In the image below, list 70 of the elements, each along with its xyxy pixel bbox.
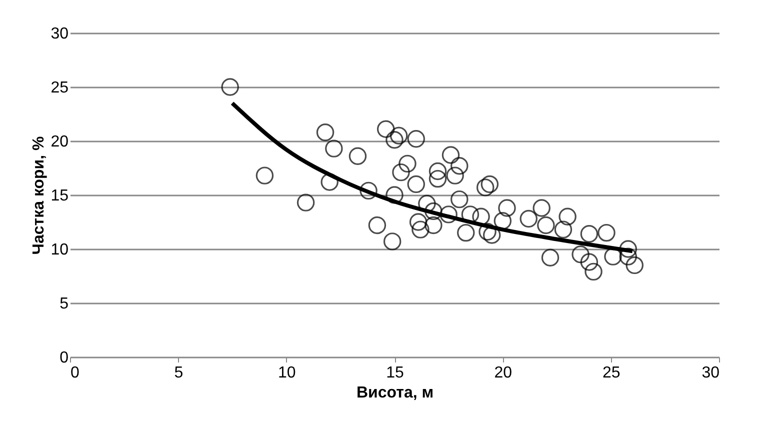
point	[584, 262, 602, 281]
x-tick-label: 0	[70, 364, 80, 382]
point	[407, 130, 425, 148]
point	[619, 240, 637, 258]
point	[256, 166, 274, 184]
point	[619, 248, 637, 266]
point	[316, 124, 334, 142]
point	[532, 199, 550, 217]
point	[598, 224, 616, 242]
y-tick-label: 30	[50, 26, 69, 42]
point	[554, 220, 572, 238]
point	[368, 216, 386, 234]
point	[476, 178, 494, 196]
y-tick-label: 20	[50, 134, 69, 150]
y-tick-label: 15	[50, 188, 69, 204]
y-axis-title: Частка кори, %	[30, 136, 48, 255]
point	[412, 220, 430, 238]
point	[418, 194, 436, 212]
y-tick-label: 10	[50, 242, 69, 258]
point	[450, 190, 468, 208]
point	[450, 156, 468, 175]
y-tick-label: 5	[60, 296, 69, 312]
x-axis-title: Висота, м	[356, 384, 434, 402]
x-tick-label: 10	[278, 364, 296, 382]
point	[461, 206, 480, 224]
point	[320, 173, 338, 191]
x-tick-label: 25	[602, 364, 620, 382]
point	[424, 216, 442, 234]
point	[626, 256, 644, 274]
point	[580, 253, 598, 271]
point	[541, 248, 560, 266]
point	[407, 175, 425, 194]
point	[221, 78, 239, 96]
point	[442, 146, 460, 164]
point	[296, 194, 315, 212]
point	[446, 166, 464, 184]
point	[428, 170, 447, 188]
point	[440, 206, 458, 224]
point	[376, 120, 395, 138]
point	[604, 248, 622, 266]
point	[580, 225, 598, 243]
point	[390, 126, 408, 144]
point	[386, 186, 404, 204]
point	[482, 226, 501, 244]
x-tick-label: 15	[386, 364, 404, 382]
point	[424, 202, 442, 220]
point	[520, 210, 538, 228]
point	[498, 199, 516, 217]
point	[480, 175, 499, 194]
point	[383, 232, 402, 250]
y-tick-label: 25	[50, 80, 69, 96]
point	[348, 147, 367, 165]
point	[325, 140, 343, 158]
y-tick-label: 0	[60, 350, 69, 366]
point	[360, 182, 378, 200]
point	[537, 216, 555, 234]
point	[558, 208, 576, 226]
x-tick-label: 5	[174, 364, 184, 382]
point	[572, 246, 590, 264]
point	[428, 162, 447, 180]
point	[478, 222, 496, 241]
point	[472, 208, 490, 226]
point	[398, 154, 416, 173]
point	[494, 212, 512, 230]
point	[409, 213, 428, 231]
x-tick-label: 20	[494, 364, 512, 382]
point	[386, 131, 404, 149]
x-tick-label: 30	[702, 364, 720, 382]
point	[392, 163, 410, 182]
point	[457, 224, 475, 242]
